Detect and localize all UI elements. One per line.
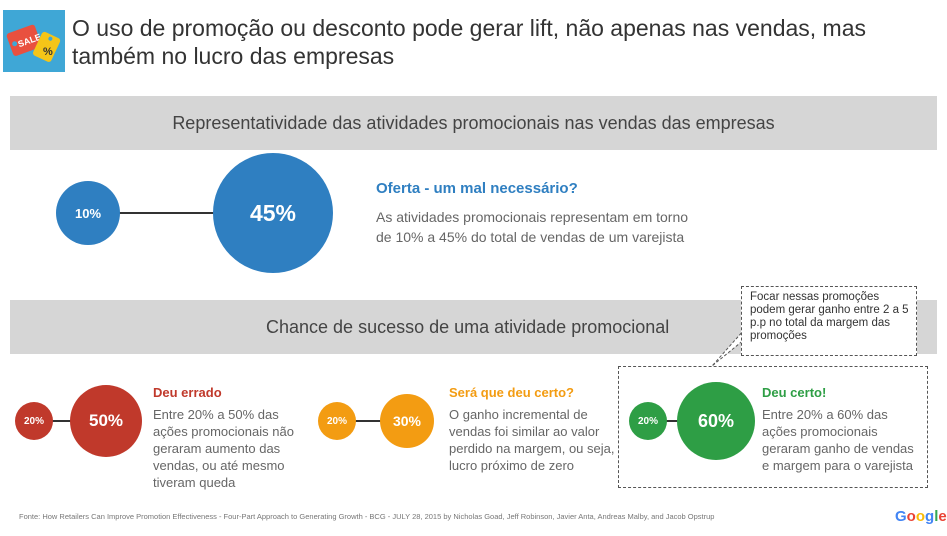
- circle-large-value: 30%: [380, 394, 434, 448]
- circle-small-value: 20%: [318, 402, 356, 440]
- callout-note: Focar nessas promoções podem gerar ganho…: [741, 286, 917, 356]
- sale-tag-icon: SALE %: [3, 10, 65, 72]
- group-text: Entre 20% a 60% das ações promocionais g…: [762, 407, 914, 473]
- source-footnote: Fonte: How Retailers Can Improve Promoti…: [19, 512, 715, 521]
- sale-tag-percent: %: [43, 46, 53, 58]
- highlight-box: [618, 366, 928, 488]
- group-heading: Deu errado: [153, 385, 222, 400]
- section1-text: As atividades promocionais representam e…: [376, 209, 689, 245]
- group-text: Entre 20% a 50% das ações promocionais n…: [153, 407, 294, 490]
- circle-small-value: 20%: [15, 402, 53, 440]
- circle-large-value: 45%: [213, 153, 333, 273]
- section1-heading: Oferta - um mal necessário?: [376, 180, 578, 197]
- group-text: O ganho incremental de vendas foi simila…: [449, 407, 615, 473]
- google-logo: Google: [895, 508, 947, 525]
- section-representatividade-title: Representatividade das atividades promoc…: [10, 96, 937, 150]
- page-title: O uso de promoção ou desconto pode gerar…: [72, 15, 867, 69]
- circle-large-value: 60%: [677, 382, 755, 460]
- circle-small-value: 20%: [629, 402, 667, 440]
- connector-line: [338, 420, 398, 422]
- circle-small-value: 10%: [56, 181, 120, 245]
- group-heading: Deu certo!: [762, 385, 827, 400]
- circle-large-value: 50%: [70, 385, 142, 457]
- connector-line: [36, 420, 96, 422]
- connector-line: [88, 212, 258, 214]
- group-heading: Será que deu certo?: [449, 385, 574, 400]
